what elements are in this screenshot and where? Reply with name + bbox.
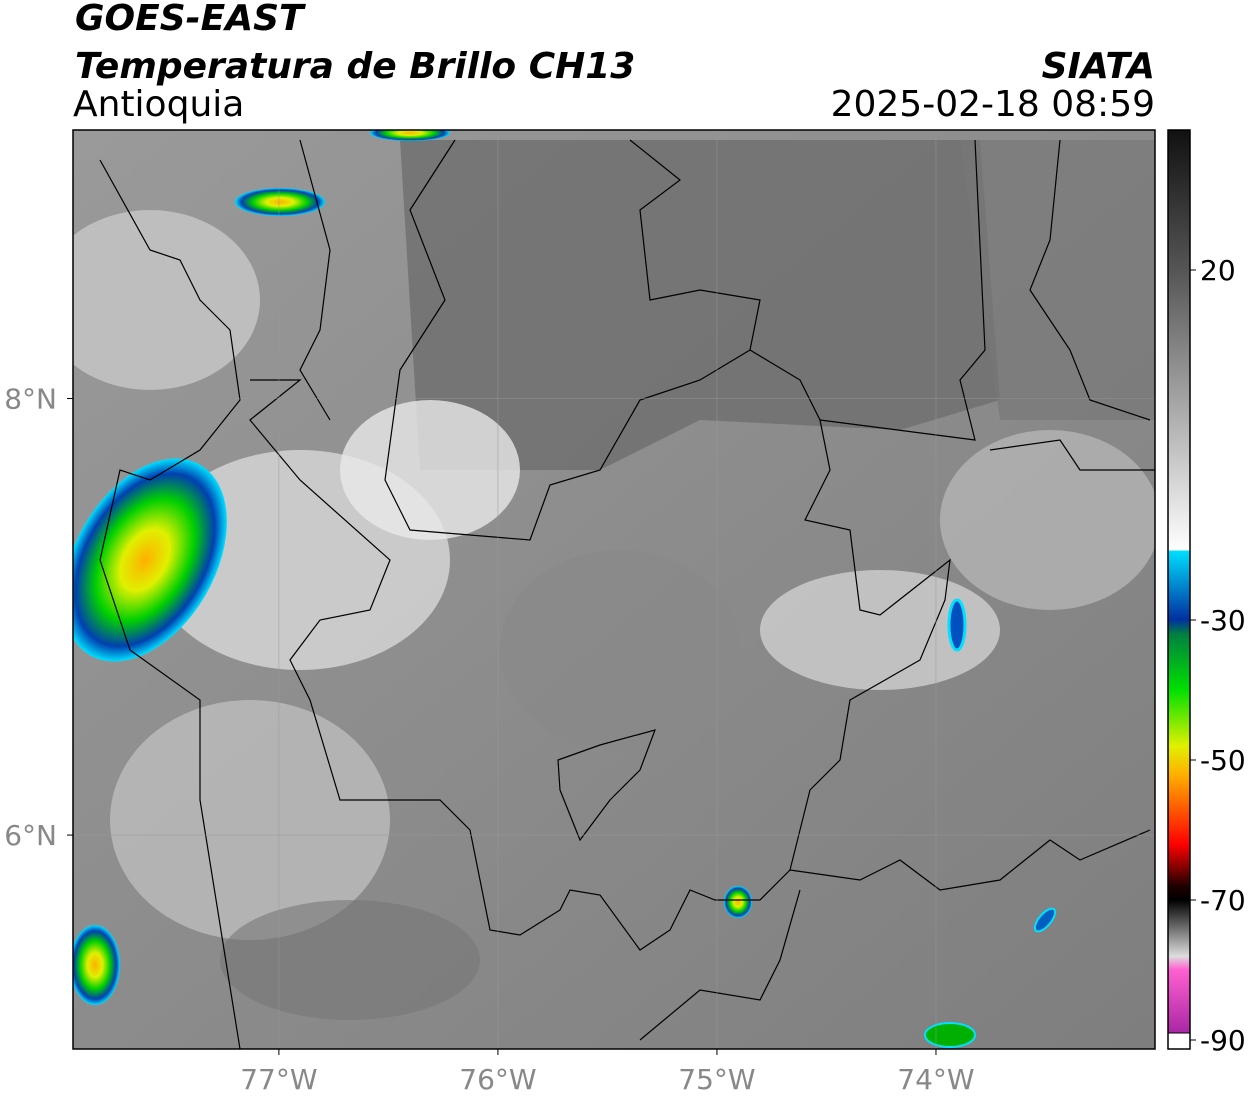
colorbar [1168, 130, 1190, 1040]
colorbar-tick-label: -30 [1200, 604, 1246, 637]
subtitle: Temperatura de Brillo CH13 [75, 46, 635, 87]
region: Antioquia [73, 84, 244, 125]
map-frame [72, 129, 1156, 1050]
y-tick-label: 8°N [4, 382, 57, 415]
x-tick-label: 75°W [678, 1063, 755, 1096]
datetime: 2025-02-18 08:59 [831, 84, 1155, 125]
colorbar-tick-label: -50 [1200, 744, 1246, 777]
x-tick-label: 74°W [897, 1063, 974, 1096]
colorbar-frame [1167, 129, 1191, 1050]
grid [73, 130, 1155, 1049]
colorbar-tick-label: -90 [1200, 1024, 1246, 1057]
y-tick-label: 6°N [4, 819, 57, 852]
map-image [73, 130, 1155, 1049]
colorbar-extend [1167, 1032, 1191, 1050]
x-tick-label: 76°W [459, 1063, 536, 1096]
source: SIATA [1042, 46, 1155, 87]
x-tick-label: 77°W [240, 1063, 317, 1096]
title: GOES-EAST [75, 0, 306, 39]
ticks: 77°W 76°W 75°W 74°W 6°N 8°N -90 -70 -50 -30 20 [4, 254, 1246, 1096]
colorbar-tick-label: -70 [1200, 884, 1246, 917]
colorbar-tick-label: 20 [1200, 254, 1236, 287]
